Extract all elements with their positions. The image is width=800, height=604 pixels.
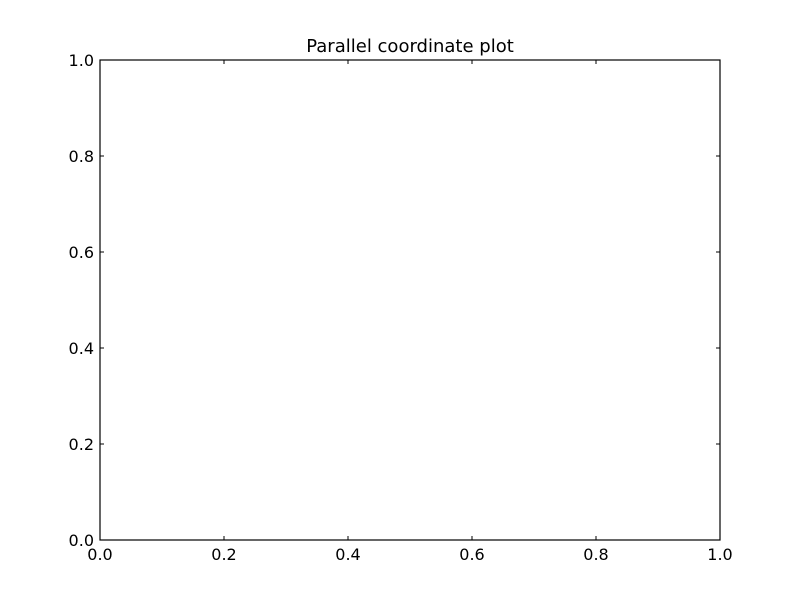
plot-area: 0.0 0.2 0.4 0.6 0.8 1.0 0.0 0.2 0.4 0.6 0.8 1.0: [69, 51, 733, 564]
y-tick-label: 0.0: [69, 531, 94, 550]
y-tick-label: 0.4: [69, 339, 94, 358]
y-tick-label: 0.8: [69, 147, 94, 166]
x-tick-label: 1.0: [707, 545, 732, 564]
x-tick-label: 0.8: [583, 545, 608, 564]
x-tick-label: 0.4: [335, 545, 360, 564]
y-tick-label: 0.2: [69, 435, 94, 454]
x-tick-label: 0.6: [459, 545, 484, 564]
y-tick-label: 0.6: [69, 243, 94, 262]
x-tick-label: 0.2: [211, 545, 236, 564]
chart-title: Parallel coordinate plot: [306, 36, 514, 57]
y-tick-label: 1.0: [69, 51, 94, 70]
axes-frame: [99, 59, 721, 541]
x-tick-label: 0.0: [87, 545, 112, 564]
